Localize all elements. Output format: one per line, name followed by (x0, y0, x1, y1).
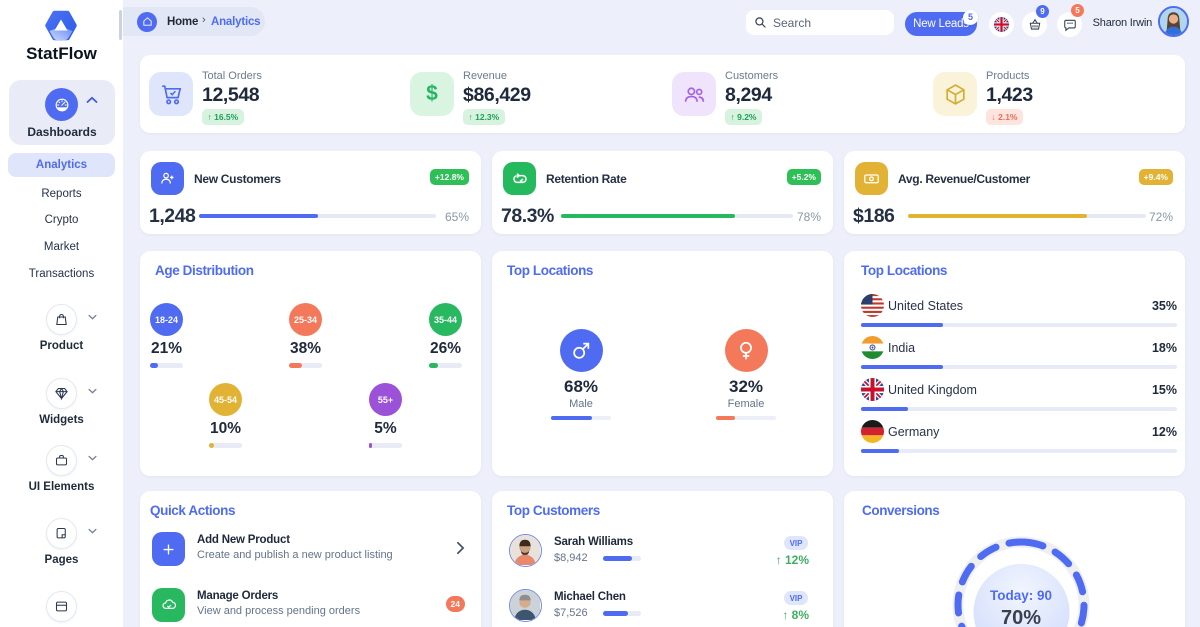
svg-text:70%: 70% (1001, 607, 1041, 627)
svg-text:Today: 90: Today: 90 (990, 588, 1052, 603)
